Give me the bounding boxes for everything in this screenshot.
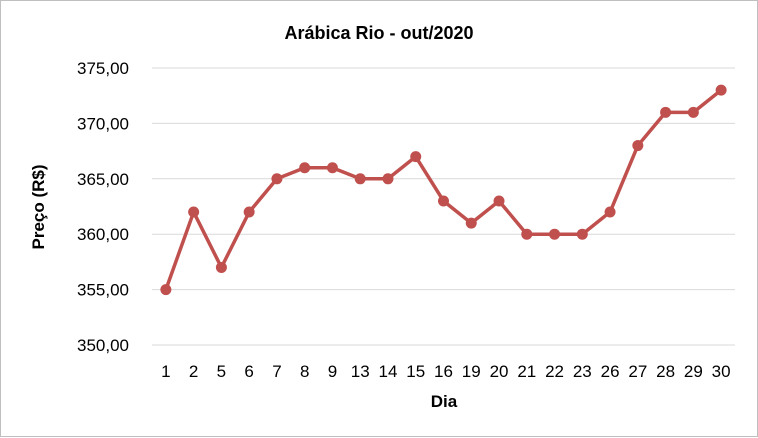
data-point xyxy=(715,84,727,96)
x-tick-label: 28 xyxy=(656,362,675,381)
data-point xyxy=(687,106,699,118)
data-point xyxy=(215,261,227,273)
x-tick-label: 16 xyxy=(434,362,453,381)
x-tick-label: 6 xyxy=(244,362,253,381)
data-point xyxy=(382,173,394,185)
data-point xyxy=(326,162,338,174)
y-axis-title: Preço (R$) xyxy=(29,164,48,249)
x-tick-label: 14 xyxy=(379,362,398,381)
y-tick-label: 370,00 xyxy=(77,114,129,133)
data-point xyxy=(299,162,311,174)
data-point xyxy=(493,195,505,207)
y-tick-label: 355,00 xyxy=(77,281,129,300)
data-point xyxy=(521,228,533,240)
x-tick-label: 23 xyxy=(573,362,592,381)
x-tick-label: 7 xyxy=(272,362,281,381)
x-tick-label: 27 xyxy=(628,362,647,381)
y-tick-label: 375,00 xyxy=(77,59,129,78)
data-point xyxy=(465,217,477,229)
series-line xyxy=(164,88,723,292)
gridlines xyxy=(152,67,735,346)
data-point xyxy=(243,206,255,218)
x-tick-label: 5 xyxy=(217,362,226,381)
data-point xyxy=(410,151,422,163)
x-axis-tick-labels: 1 2 5 6 7 8 9 13 14 15 16 19 20 21 22 23 26 27 28 29 30 xyxy=(161,362,730,381)
x-tick-label: 20 xyxy=(490,362,509,381)
x-tick-label: 9 xyxy=(328,362,337,381)
data-point xyxy=(604,206,616,218)
x-tick-label: 2 xyxy=(189,362,198,381)
chart-title: Arábica Rio - out/2020 xyxy=(284,23,473,43)
x-tick-label: 15 xyxy=(406,362,425,381)
x-tick-label: 1 xyxy=(161,362,170,381)
x-tick-label: 26 xyxy=(601,362,620,381)
x-axis-title: Dia xyxy=(431,392,458,411)
data-point xyxy=(632,140,644,152)
x-tick-label: 30 xyxy=(712,362,731,381)
x-tick-label: 19 xyxy=(462,362,481,381)
data-point xyxy=(188,206,200,218)
x-tick-label: 21 xyxy=(517,362,536,381)
data-point xyxy=(576,228,588,240)
x-tick-label: 13 xyxy=(351,362,370,381)
data-point xyxy=(354,173,366,185)
y-tick-label: 360,00 xyxy=(77,225,129,244)
y-tick-label: 350,00 xyxy=(77,336,129,355)
data-point xyxy=(160,284,172,296)
y-axis-tick-labels: 350,00 355,00 360,00 365,00 370,00 375,00 xyxy=(77,59,129,355)
y-tick-label: 365,00 xyxy=(77,170,129,189)
series-group xyxy=(160,84,727,296)
data-point xyxy=(549,228,561,240)
data-point xyxy=(660,106,672,118)
x-tick-label: 29 xyxy=(684,362,703,381)
x-tick-label: 8 xyxy=(300,362,309,381)
data-point xyxy=(438,195,449,207)
x-tick-label: 22 xyxy=(545,362,564,381)
data-point xyxy=(271,173,283,185)
